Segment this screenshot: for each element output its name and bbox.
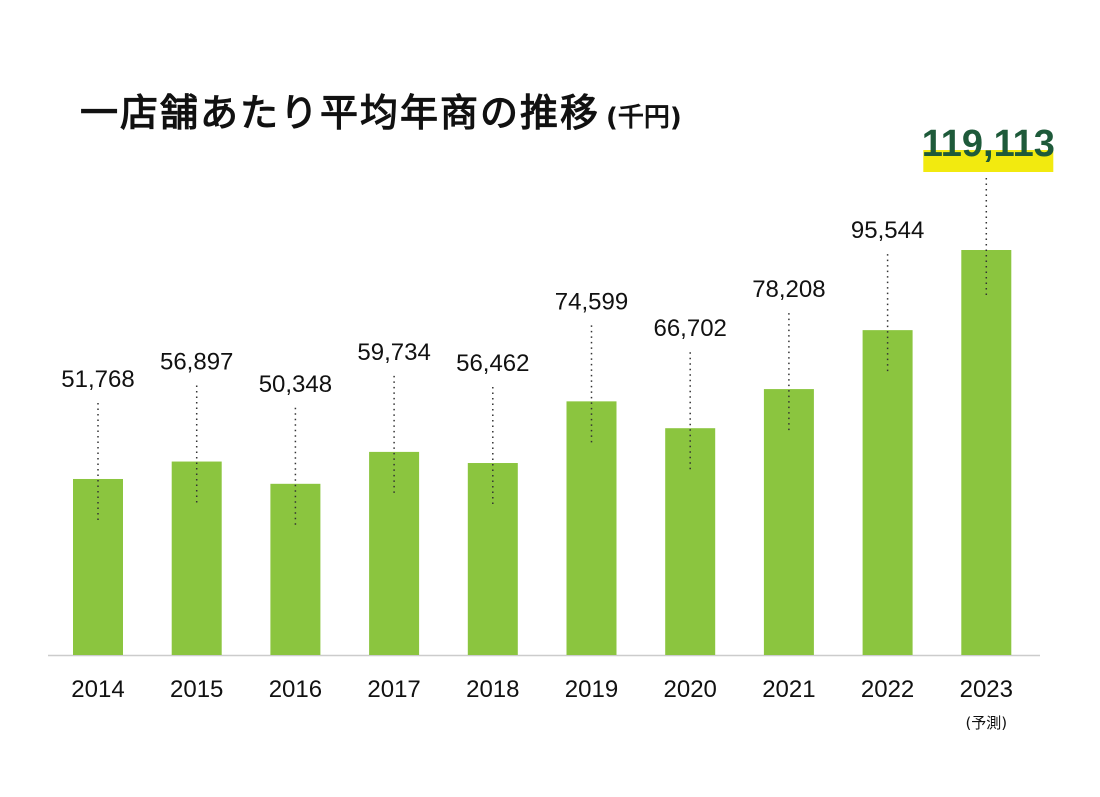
year-label-2014: 2014 (71, 676, 124, 703)
bar-2020 (665, 428, 716, 655)
bar-2017 (369, 451, 420, 655)
chart-title: 一店舗あたり平均年商の推移 (千円) (80, 82, 682, 137)
value-label-2021: 78,208 (752, 276, 825, 303)
year-label-2021: 2021 (762, 676, 815, 703)
bar-2018 (467, 463, 518, 655)
value-label-2015: 56,897 (160, 349, 233, 376)
year-label-2022: 2022 (861, 676, 914, 703)
value-label-2017: 59,734 (357, 339, 430, 366)
chart-title-main: 一店舗あたり平均年商の推移 (80, 91, 601, 135)
bar-2021 (763, 389, 814, 655)
value-label-2020: 66,702 (653, 315, 726, 342)
year-label-2015: 2015 (170, 676, 223, 703)
value-label-2016: 50,348 (259, 371, 332, 398)
year-label-2017: 2017 (367, 676, 420, 703)
highlight-background (923, 150, 1054, 172)
bar-2016 (270, 483, 321, 655)
year-label-2020: 2020 (664, 676, 717, 703)
bar-2019 (566, 401, 617, 655)
year-label-2016: 2016 (269, 676, 322, 703)
year-label-2018: 2018 (466, 676, 519, 703)
value-label-2019: 74,599 (555, 288, 628, 315)
bar-2023 (961, 250, 1012, 655)
value-label-2018: 56,462 (456, 350, 529, 377)
chart-title-unit: (千円) (606, 103, 682, 133)
year-note-2023: (予測) (965, 714, 1007, 732)
value-label-2023: 119,113 (922, 123, 1055, 165)
bar-2022 (862, 330, 913, 655)
bar-2015 (171, 461, 222, 655)
value-label-2014: 51,768 (61, 366, 134, 393)
year-label-2019: 2019 (565, 676, 618, 703)
value-label-2022: 95,544 (851, 217, 924, 244)
bar-2014 (73, 478, 123, 655)
year-label-2023: 2023 (960, 676, 1013, 703)
